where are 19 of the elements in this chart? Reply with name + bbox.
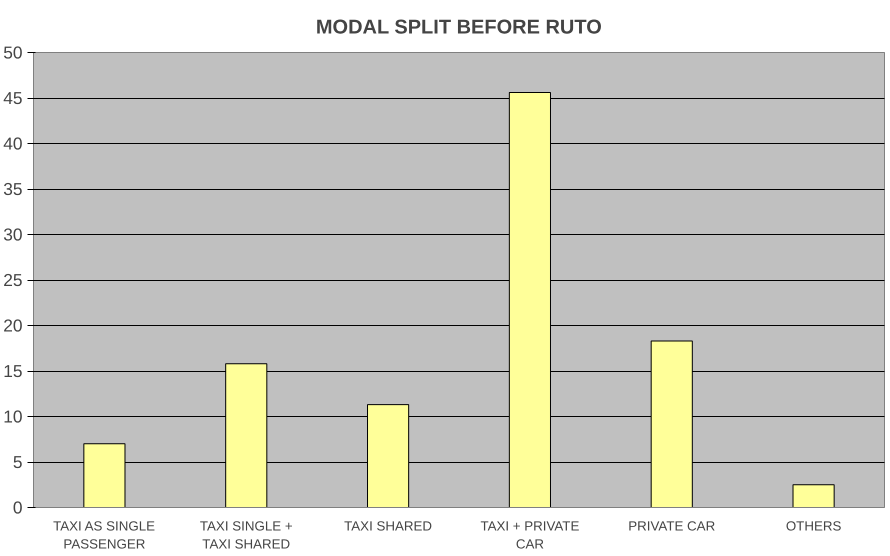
y-tick-label: 15: [3, 361, 23, 381]
x-tick-label: TAXI AS SINGLE PASSENGER: [53, 518, 156, 552]
y-tick-label: 40: [3, 134, 23, 154]
chart-title: MODAL SPLIT BEFORE RUTO: [316, 16, 602, 38]
y-tick-label: 50: [3, 42, 23, 62]
y-tick-label: 0: [12, 498, 23, 518]
x-tick-label: TAXI SINGLE + TAXI SHARED: [200, 518, 293, 552]
y-tick-label: 20: [3, 316, 23, 336]
y-tick-label: 45: [3, 88, 23, 108]
x-tick-label: PRIVATE CAR: [628, 518, 716, 534]
y-tick-label: 35: [3, 179, 23, 199]
y-tick-label: 10: [3, 406, 23, 426]
x-tick-label: OTHERS: [786, 518, 842, 534]
bar: [792, 484, 835, 508]
x-tick-label: TAXI + PRIVATE CAR: [480, 518, 580, 552]
x-tick-label: TAXI SHARED: [344, 518, 432, 534]
y-tick-label: 25: [3, 270, 23, 290]
y-tick-label: 30: [3, 224, 23, 244]
y-tick-label: 5: [12, 452, 23, 472]
